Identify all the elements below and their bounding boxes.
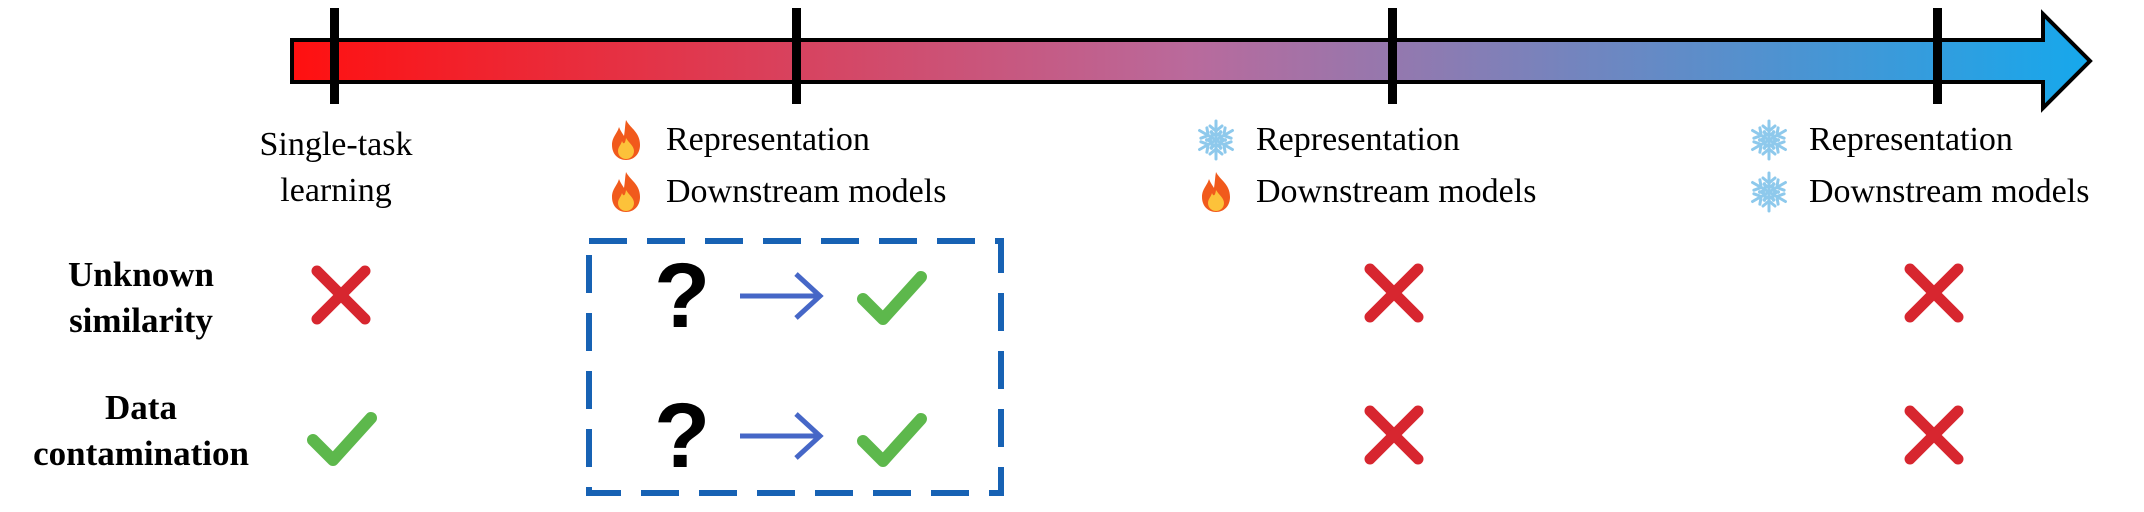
stage-1-row-1: Representation (604, 114, 870, 166)
stage-label-single-task: Single-task learning (230, 122, 442, 214)
stage-2-row-2: Downstream models (1194, 166, 1536, 218)
snowflake-icon (1747, 170, 1791, 214)
check-mark (313, 418, 371, 460)
question-mark: ? (654, 245, 711, 347)
stage-3-row-1: Representation (1747, 114, 2013, 166)
fire-icon (1194, 170, 1238, 214)
stage-label-line: Single-task (259, 126, 413, 163)
criterion-label-unknown-similarity: Unknown similarity (20, 252, 262, 344)
arrow-right-icon (740, 272, 824, 320)
check-mark (863, 419, 921, 461)
stage-3-row-2: Downstream models (1747, 166, 2089, 218)
cross-mark (1370, 411, 1418, 459)
timeline-arrow (290, 9, 2093, 113)
question-mark: ? (654, 385, 711, 487)
highlight-dashed-box (586, 238, 1004, 496)
stage-2-row-1: Representation (1194, 114, 1460, 166)
criterion-label-line: Unknown (68, 255, 214, 294)
arrow-right-icon (740, 412, 824, 460)
check-mark (863, 277, 921, 319)
cross-mark (1910, 269, 1958, 317)
stage-row-text: Downstream models (1256, 173, 1537, 210)
timeline-tick (1388, 8, 1397, 104)
snowflake-icon (1747, 118, 1791, 162)
stage-row-text: Representation (1256, 121, 1460, 158)
snowflake-icon (1194, 118, 1238, 162)
stage-row-text: Representation (666, 121, 870, 158)
criterion-label-line: contamination (33, 434, 249, 473)
timeline-tick (1933, 8, 1942, 104)
cross-mark (1910, 411, 1958, 459)
criterion-label-line: similarity (69, 301, 213, 340)
timeline-tick (330, 8, 339, 104)
criterion-label-data-contamination: Data contamination (8, 385, 274, 477)
stage-row-text: Downstream models (666, 173, 947, 210)
fire-icon (604, 118, 648, 162)
timeline-tick (792, 8, 801, 104)
cross-mark (317, 271, 365, 319)
stage-row-text: Downstream models (1809, 173, 2090, 210)
stage-1-row-2: Downstream models (604, 166, 946, 218)
criterion-label-line: Data (105, 388, 177, 427)
stage-label-line: learning (280, 172, 392, 209)
cross-mark (1370, 269, 1418, 317)
fire-icon (604, 170, 648, 214)
stage-row-text: Representation (1809, 121, 2013, 158)
